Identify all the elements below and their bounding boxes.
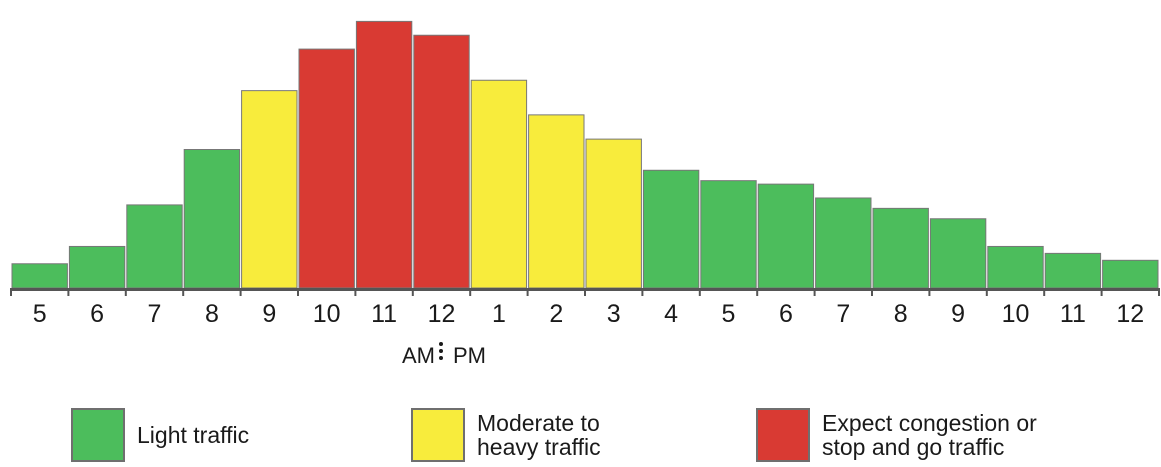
x-tick-label-8: 1 [492, 300, 506, 328]
bar-19-light [1102, 259, 1159, 289]
legend: Light traffic Moderate to heavy traffic … [0, 405, 1161, 467]
bar-2-light [126, 204, 183, 289]
legend-label-congestion: Expect congestion or stop and go traffic [822, 410, 1037, 460]
legend-item-light: Light traffic [71, 405, 249, 465]
bars-group [11, 20, 1159, 289]
x-tick-label-7: 12 [428, 300, 456, 328]
bar-7-congestion [413, 34, 470, 289]
x-axis [10, 288, 1160, 296]
x-tick-label-9: 2 [549, 300, 563, 328]
bar-17-light [987, 245, 1044, 289]
legend-swatch-congestion [756, 408, 810, 462]
x-tick-label-14: 7 [836, 300, 850, 328]
bar-8-moderate [470, 79, 528, 289]
x-tick-labels: 5 6 7 8 9 10 11 12 1 2 3 4 5 6 7 8 9 10 11 12 [33, 300, 1144, 328]
x-tick-label-0: 5 [33, 300, 47, 328]
bar-18-light [1044, 252, 1102, 289]
legend-label-light: Light traffic [137, 422, 250, 448]
bar-16-light [929, 218, 987, 289]
x-tick-label-18: 11 [1060, 300, 1086, 328]
x-tick-label-12: 5 [722, 300, 736, 328]
bar-15-light [872, 207, 929, 289]
am-label: AM [402, 343, 435, 368]
x-tick-label-2: 7 [148, 300, 162, 328]
x-tick-label-6: 11 [371, 300, 397, 328]
bar-5-congestion [298, 48, 355, 289]
x-tick-label-13: 6 [779, 300, 793, 328]
legend-label-moderate: Moderate to heavy traffic [477, 410, 601, 460]
bar-11-light [642, 169, 700, 289]
legend-item-congestion: Expect congestion or stop and go traffic [756, 405, 1037, 465]
x-tick-label-17: 10 [1002, 300, 1030, 328]
x-tick-label-10: 3 [607, 300, 621, 328]
bar-1-light [68, 245, 126, 289]
bar-4-moderate [241, 90, 298, 289]
x-tick-label-1: 6 [90, 300, 104, 328]
traffic-bar-chart: 5 6 7 8 9 10 11 12 1 2 3 4 5 6 7 8 9 10 11 12 AM PM [10, 20, 1160, 368]
legend-swatch-light [71, 408, 125, 462]
x-tick-label-16: 9 [951, 300, 965, 328]
bar-3-light [183, 149, 241, 289]
am-pm-divider [439, 342, 443, 360]
bar-0-light [11, 263, 68, 289]
x-tick-label-5: 10 [313, 300, 341, 328]
bar-12-light [700, 180, 757, 289]
bar-9-moderate [528, 114, 585, 289]
bar-10-moderate [585, 138, 642, 289]
bar-6-congestion [355, 20, 413, 289]
x-tick-label-15: 8 [894, 300, 908, 328]
x-tick-label-3: 8 [205, 300, 219, 328]
bar-14-light [815, 197, 872, 289]
legend-item-moderate: Moderate to heavy traffic [411, 405, 601, 465]
x-tick-label-11: 4 [664, 300, 678, 328]
x-tick-label-19: 12 [1116, 300, 1144, 328]
pm-label: PM [453, 343, 486, 368]
legend-swatch-moderate [411, 408, 465, 462]
x-tick-label-4: 9 [262, 300, 276, 328]
bar-13-light [757, 183, 815, 289]
